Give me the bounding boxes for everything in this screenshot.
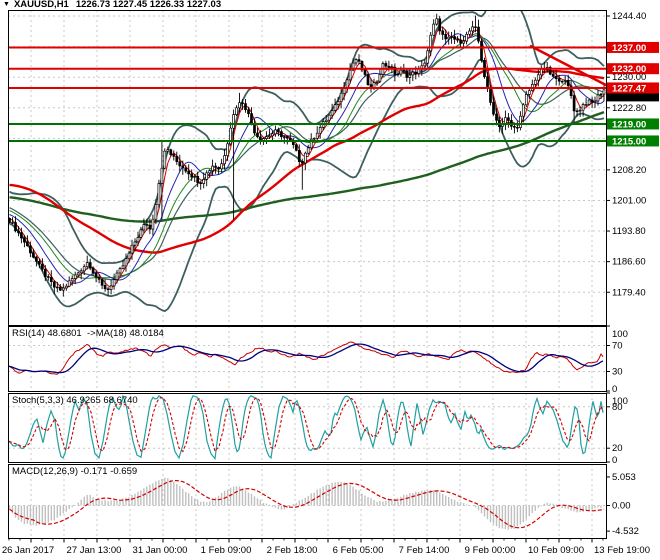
price-badge-label: 1219.00 xyxy=(612,119,646,130)
rsi-indicator-label: RSI(14) 48.6801 ->MA(18) 48.0184 xyxy=(12,328,164,339)
main-panel-border xyxy=(8,10,607,326)
indicator-axis-label: 100 xyxy=(612,396,628,407)
rsi-line xyxy=(8,341,604,375)
rsi-ma-line xyxy=(8,343,604,374)
indicator-axis-label: 30 xyxy=(612,367,623,378)
macd-panel xyxy=(8,464,606,538)
indicator-axis-label: 20 xyxy=(612,443,623,454)
indicator-axis-label: 0.00 xyxy=(612,501,631,512)
time-label: 7 Feb 14:00 xyxy=(399,545,450,556)
candle-wicks xyxy=(9,13,605,297)
price-badge xyxy=(607,90,659,102)
price-label: 1244.40 xyxy=(612,11,646,22)
macd-histogram xyxy=(8,477,605,530)
price-label: 1186.60 xyxy=(612,257,646,268)
time-label: 6 Feb 05:00 xyxy=(333,545,384,556)
price-label: 1230.00 xyxy=(612,72,646,83)
price-label: 1208.20 xyxy=(612,165,646,176)
main-panel xyxy=(8,10,606,325)
time-axis[interactable]: 26 Jan 2017 27 Jan 13:00 31 Jan 00:00 1 Feb… xyxy=(2,538,650,556)
time-label: 27 Jan 13:00 xyxy=(67,545,122,556)
price-label: 1201.00 xyxy=(612,195,646,206)
symbol-dropdown-icon[interactable]: ▼ xyxy=(3,1,10,8)
time-label: 2 Feb 18:00 xyxy=(267,545,318,556)
time-label: 26 Jan 2017 xyxy=(2,545,54,556)
time-label: 31 Jan 00:00 xyxy=(133,545,188,556)
stoch-k-line xyxy=(8,394,604,461)
macd-indicator-label: MACD(12,26,9) -0.171 -0.659 xyxy=(12,466,138,477)
candle-bodies-up xyxy=(11,18,606,291)
price-badge-label: 1232.00 xyxy=(612,64,646,75)
price-badge xyxy=(607,118,659,130)
rsi-panel xyxy=(8,326,606,391)
indicator-axis-label: 0 xyxy=(612,455,617,466)
price-badge xyxy=(607,41,659,53)
indicator-axis-label: 100 xyxy=(612,329,628,340)
price-label: 1193.80 xyxy=(612,226,646,237)
price-label: 1222.80 xyxy=(612,103,646,114)
macd-panel-border xyxy=(8,464,607,539)
indicator-axis-label: -4.532 xyxy=(612,526,639,537)
stoch-d-line xyxy=(8,397,604,453)
time-label: 10 Feb 09:00 xyxy=(528,545,584,556)
time-label: 13 Feb 19:00 xyxy=(594,545,650,556)
moving-average xyxy=(9,26,605,289)
rsi-panel-border xyxy=(8,326,607,392)
price-badge xyxy=(607,135,659,147)
price-badge xyxy=(607,82,659,94)
indicator-axis-label: 5.053 xyxy=(612,472,636,483)
bollinger-middle xyxy=(9,37,605,281)
stoch-indicator-label: Stoch(5,3,3) 46.9265 68.6740 xyxy=(12,395,138,406)
price-badge-label: 1215.00 xyxy=(612,136,646,147)
price-badge xyxy=(607,63,659,75)
time-label: 1 Feb 09:00 xyxy=(201,545,252,556)
moving-average xyxy=(9,110,605,223)
chart-title: ▼ XAUUSD,H1 1226.73 1227.45 1226.33 1227… xyxy=(3,0,221,10)
stoch-panel xyxy=(8,393,606,462)
indicator-axis-label: 70 xyxy=(612,341,623,352)
symbol-period-label: XAUUSD,H1 xyxy=(13,0,69,10)
price-label: 1179.40 xyxy=(612,287,646,298)
ohlc-values: 1226.73 1227.45 1226.33 1227.03 xyxy=(75,0,222,10)
indicator-axis-label: 80 xyxy=(612,402,623,413)
indicator-axis-label: 0 xyxy=(612,384,617,395)
descending-trendline xyxy=(529,44,606,87)
time-label: 9 Feb 00:00 xyxy=(465,545,516,556)
moving-average xyxy=(9,33,605,279)
price-badge-label: 1237.00 xyxy=(612,43,646,54)
macd-signal-line xyxy=(9,480,605,529)
moving-average xyxy=(9,33,605,284)
candle-bodies-down xyxy=(8,18,594,291)
price-badge-label: 1227.47 xyxy=(612,83,646,94)
bollinger-upper xyxy=(9,10,605,264)
stoch-panel-border xyxy=(8,393,607,463)
